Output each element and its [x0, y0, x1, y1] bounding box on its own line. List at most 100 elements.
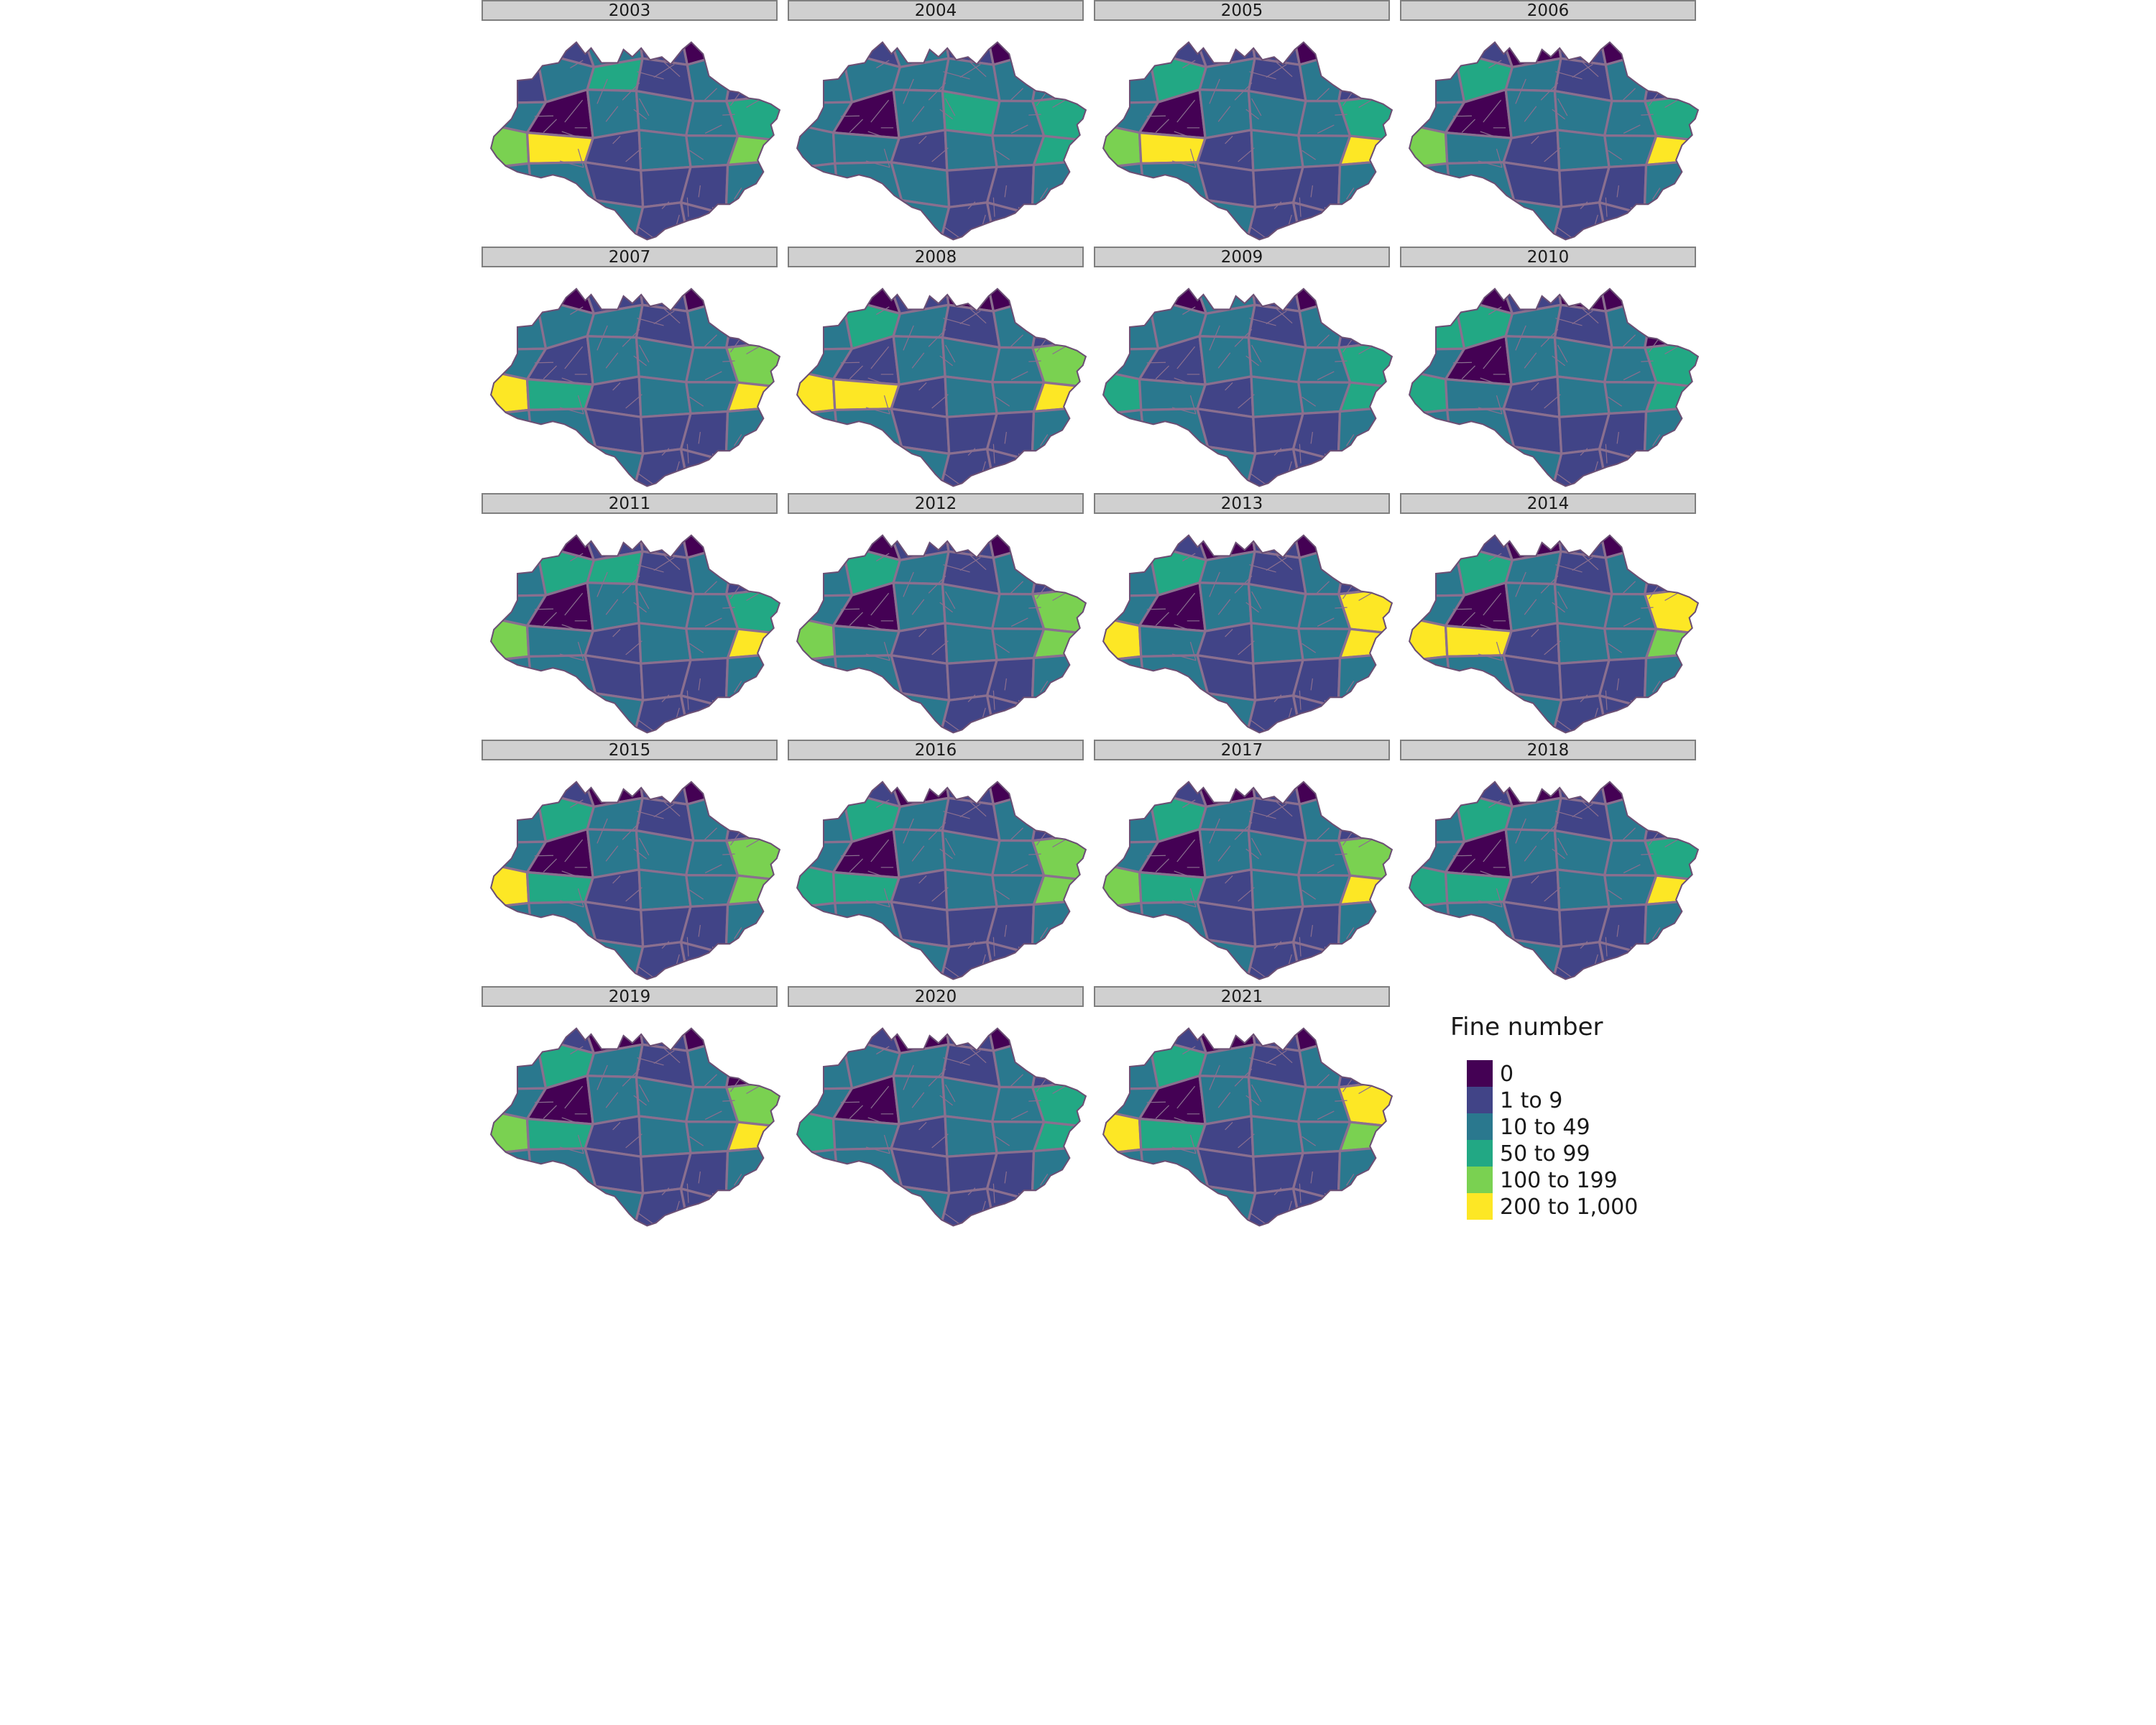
municipality-region	[834, 901, 903, 954]
municipality-region	[725, 296, 780, 349]
municipality-region	[491, 616, 530, 663]
municipality-region	[724, 652, 780, 709]
municipality-region	[525, 624, 594, 658]
municipality-region	[1409, 288, 1456, 300]
panel-strip: 2013	[1094, 493, 1390, 514]
panel-strip-background	[482, 493, 778, 514]
municipality-region	[491, 42, 538, 53]
panel-strip-background	[1094, 493, 1390, 514]
panel-strip: 2020	[788, 986, 1084, 1007]
municipality-region	[1036, 288, 1086, 300]
municipality-region	[1337, 405, 1392, 462]
amazon-map	[489, 288, 781, 487]
municipality-region	[1103, 862, 1143, 909]
municipality-region	[838, 446, 903, 487]
municipality-region	[1342, 1028, 1392, 1040]
municipality-region	[1031, 543, 1086, 596]
municipality-region	[584, 654, 645, 702]
municipality-region	[1509, 692, 1563, 733]
municipality-region	[584, 161, 645, 208]
amazon-map	[1102, 288, 1393, 487]
region-outline	[1102, 41, 1393, 241]
municipality-region	[1450, 446, 1516, 487]
map-panel-2006: 2006	[1400, 0, 1700, 241]
municipality-region	[1032, 627, 1086, 660]
panel-strip: 2017	[1094, 740, 1390, 760]
region-outline	[1102, 781, 1393, 980]
municipality-region	[491, 447, 547, 487]
region-outline	[489, 534, 781, 734]
municipality-region	[890, 1147, 951, 1195]
legend-label: 10 to 49	[1500, 1115, 1590, 1140]
map-panel-2003: 2003	[482, 0, 781, 241]
map-panel-2010: 2010	[1400, 247, 1700, 487]
municipality-region	[525, 870, 594, 905]
municipality-region	[491, 408, 535, 461]
municipality-region	[584, 408, 645, 455]
panel-year-label: 2021	[1221, 988, 1263, 1006]
panel-strip: 2005	[1094, 0, 1390, 21]
legend-swatch	[1467, 1113, 1493, 1140]
municipality-region	[725, 543, 780, 596]
municipality-region	[1196, 161, 1257, 208]
panel-strip-background	[788, 493, 1084, 514]
map-panel-2008: 2008	[788, 247, 1087, 487]
municipality-region	[838, 692, 903, 733]
municipality-region	[1337, 652, 1392, 709]
municipality-region	[1103, 781, 1150, 793]
map-panel-2011: 2011	[482, 493, 781, 734]
panel-strip: 2012	[788, 493, 1084, 514]
municipality-region	[1338, 134, 1392, 167]
municipality-region	[831, 870, 900, 905]
panel-year-label: 2013	[1221, 494, 1263, 513]
municipality-region	[1450, 692, 1516, 733]
municipality-region	[1338, 381, 1392, 413]
municipality-region	[797, 1187, 853, 1226]
municipality-region	[491, 1148, 535, 1200]
municipality-region	[1337, 50, 1392, 103]
panel-year-label: 2016	[915, 741, 957, 760]
municipality-region	[1643, 159, 1698, 216]
municipality-region	[532, 446, 597, 487]
panel-year-label: 2017	[1221, 741, 1263, 760]
municipality-region	[637, 375, 692, 418]
municipality-region	[944, 375, 998, 418]
municipality-region	[491, 1187, 547, 1226]
amazon-map	[1408, 41, 1700, 241]
municipality-region	[834, 654, 903, 707]
municipality-region	[1644, 50, 1698, 103]
region-outline	[489, 41, 781, 241]
municipality-region	[491, 162, 535, 214]
amazon-map	[796, 288, 1087, 487]
municipality-region	[1409, 42, 1456, 53]
municipality-region	[1409, 408, 1454, 461]
municipality-region	[591, 692, 645, 733]
municipality-region	[1338, 874, 1392, 906]
municipality-region	[491, 123, 530, 170]
municipality-region	[1444, 870, 1513, 905]
panel-year-label: 2009	[1221, 248, 1263, 267]
amazon-map	[796, 1027, 1087, 1227]
municipality-region	[1502, 161, 1563, 208]
municipality-region	[797, 201, 853, 240]
municipality-region	[1031, 1036, 1086, 1089]
panel-strip-background	[1094, 247, 1390, 267]
municipality-region	[1103, 1109, 1143, 1156]
municipality-region	[944, 1115, 998, 1158]
municipality-region	[491, 940, 547, 980]
municipality-region	[729, 288, 780, 300]
municipality-region	[1103, 288, 1150, 300]
municipality-region	[1103, 162, 1148, 214]
municipality-region	[724, 405, 780, 462]
legend-label: 0	[1500, 1062, 1514, 1087]
municipality-region	[528, 654, 597, 707]
municipality-region	[1502, 408, 1563, 455]
municipality-region	[1444, 624, 1513, 658]
panel-year-label: 2006	[1527, 1, 1570, 20]
municipality-region	[1203, 446, 1257, 487]
map-panel-2014: 2014	[1400, 493, 1700, 734]
municipality-region	[1409, 123, 1449, 170]
legend-label: 50 to 99	[1500, 1141, 1590, 1167]
municipality-region	[1140, 1147, 1210, 1200]
